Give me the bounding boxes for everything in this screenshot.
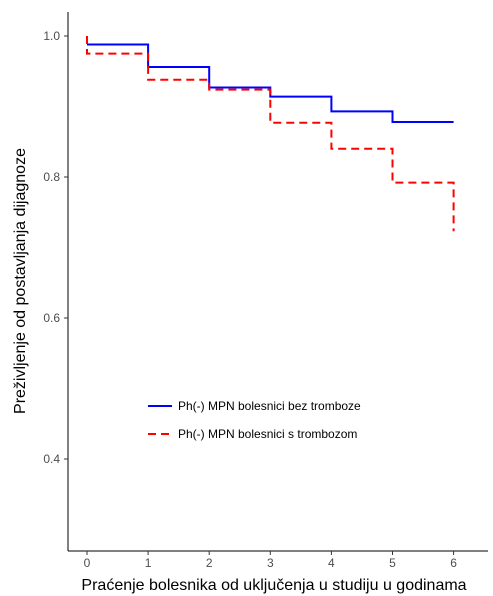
x-tick-label: 3 — [267, 556, 274, 570]
x-tick-label: 4 — [328, 556, 335, 570]
y-tick-label: 1.0 — [43, 29, 60, 43]
legend-label-bez-tromboze: Ph(-) MPN bolesnici bez tromboze — [178, 399, 361, 413]
y-axis-title: Preživljenje od postavljanja dijagnoze — [12, 148, 29, 414]
series-line-bez-tromboze — [87, 43, 454, 124]
legend: Ph(-) MPN bolesnici bez tromboze Ph(-) M… — [148, 399, 361, 441]
x-tick-label: 5 — [389, 556, 396, 570]
x-axis-title: Praćenje bolesnika od uključenja u studi… — [81, 577, 466, 594]
y-tick-label: 0.4 — [43, 452, 60, 466]
legend-label-s-trombozom: Ph(-) MPN bolesnici s trombozom — [178, 427, 357, 441]
plot-lines — [86, 36, 455, 232]
y-axis-ticks: 0.4 0.6 0.8 1.0 — [43, 29, 68, 466]
y-tick-label: 0.6 — [43, 311, 60, 325]
x-axis-ticks: 0 1 2 3 4 5 6 — [84, 551, 457, 570]
series-line-s-trombozom — [86, 36, 455, 232]
y-tick-label: 0.8 — [43, 170, 60, 184]
x-tick-label: 1 — [145, 556, 152, 570]
x-tick-label: 6 — [450, 556, 457, 570]
x-tick-label: 2 — [206, 556, 213, 570]
x-tick-label: 0 — [84, 556, 91, 570]
